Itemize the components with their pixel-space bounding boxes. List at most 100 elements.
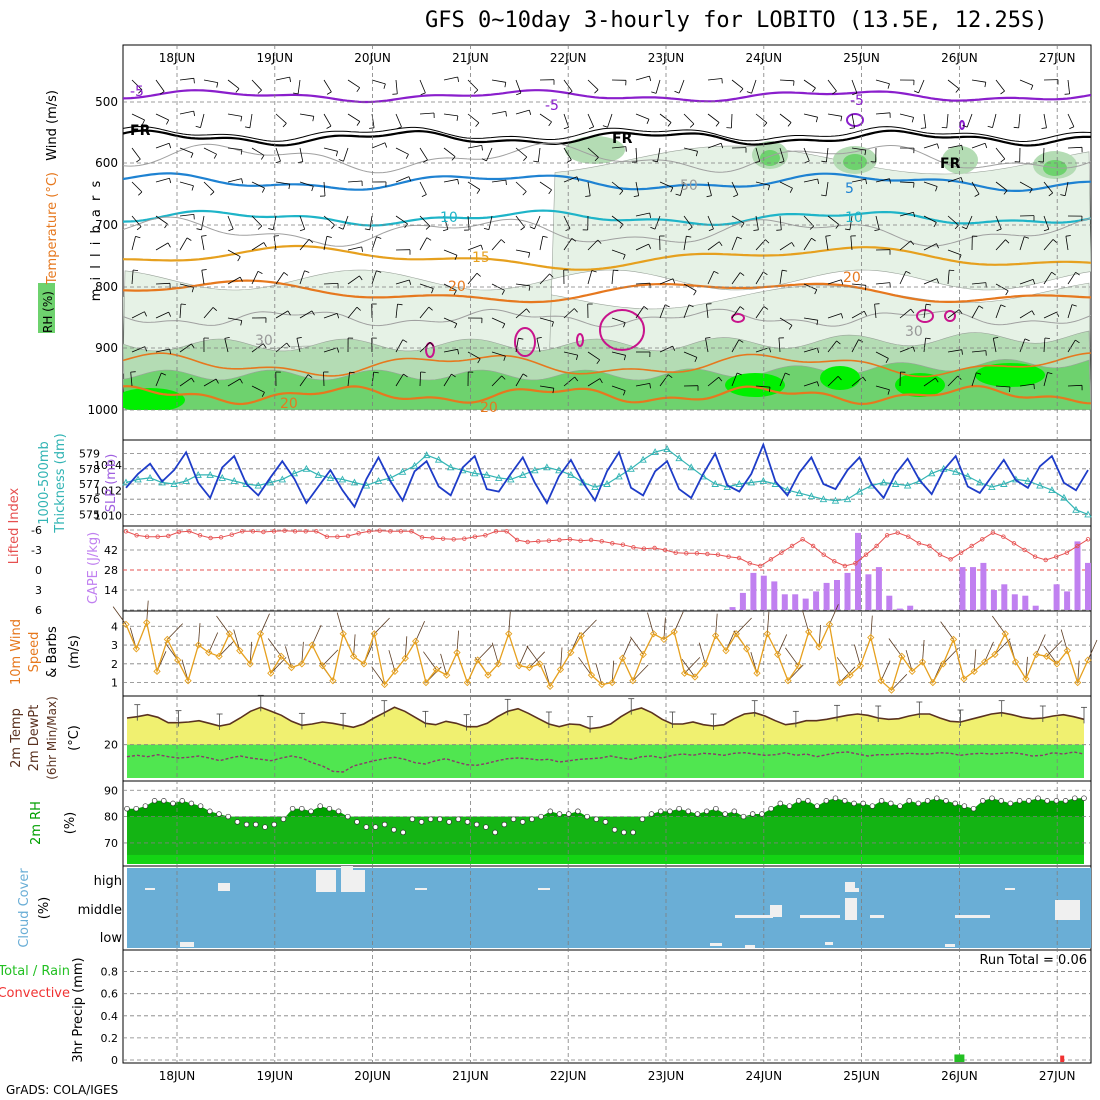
wind-barb <box>419 112 435 115</box>
wind10-speed-point <box>794 662 803 670</box>
wind-barb <box>923 278 938 285</box>
wind10-speed-point <box>846 671 854 679</box>
wind-barb <box>827 279 842 285</box>
ytick-cloud-low: low <box>100 931 123 946</box>
wind-barb <box>131 181 143 193</box>
wind10-speed-point <box>567 648 575 657</box>
rh2m-axis-label-1: 2m RH <box>29 801 44 845</box>
wind-barb-flag <box>619 190 624 195</box>
lifted-index-point <box>134 533 139 538</box>
wind-barb-flag <box>529 109 532 116</box>
rh2m-point <box>952 800 958 807</box>
wind-barb-flag <box>643 306 649 310</box>
cape-axis-label: CAPE (J/kg) <box>86 532 101 604</box>
thickness-point <box>531 466 539 474</box>
wind-barb-flag <box>536 337 542 339</box>
thickness-axis-label-1: 1000-500mb <box>37 441 52 525</box>
wind-barb-flag <box>935 377 939 383</box>
thickness-point <box>843 495 852 503</box>
wind10-barb <box>1087 639 1098 661</box>
lifted-index-point <box>388 529 393 534</box>
wind-barb-flag <box>476 272 481 277</box>
wind-barb <box>347 113 361 122</box>
wind-barb <box>611 317 626 323</box>
cape-bar <box>844 572 851 610</box>
wind-barb-flag <box>383 83 386 89</box>
wind-barb <box>755 385 771 388</box>
thickness-point <box>555 466 563 474</box>
convective-legend-label: Convective <box>0 986 70 1001</box>
lifted-index-point <box>567 537 573 542</box>
wind-barb <box>659 304 666 319</box>
wind-barb-flag <box>782 269 788 272</box>
wind-barb-flag <box>910 240 915 246</box>
wind10-barb <box>888 638 903 657</box>
wind-barb-flag <box>623 355 626 361</box>
lifted-index-point <box>440 536 446 541</box>
contour-label: -5 <box>850 93 864 109</box>
wind-barb <box>155 242 169 251</box>
rh2m-point <box>409 816 416 822</box>
wind-barb <box>611 215 624 225</box>
wind-barb <box>683 351 698 358</box>
wind-barb-flag <box>954 224 959 230</box>
cape-bar <box>875 567 882 610</box>
wind-barb-flag <box>297 161 303 163</box>
wind-barb-flag <box>862 376 867 382</box>
wind10-barb <box>684 657 701 674</box>
wind-barb-flag <box>576 354 579 361</box>
wind-barb <box>827 376 839 387</box>
ytick-wind-2: 2 <box>111 658 118 671</box>
cloud-cover-block <box>825 942 833 945</box>
wind-barb <box>155 311 169 319</box>
pressure-axis-label: m i l l i b a r s <box>89 179 104 302</box>
cape-bar <box>792 594 799 610</box>
wind-barb-flag <box>403 373 408 378</box>
convective-bar <box>1060 1055 1065 1062</box>
wind-barb-flag <box>282 123 287 128</box>
wind-barb-flag <box>138 89 143 94</box>
wind-barb <box>443 348 458 353</box>
wind-barb <box>155 215 168 225</box>
wind10-speed-point <box>722 647 730 655</box>
xtick-top-26JUN: 26JUN <box>941 51 978 65</box>
cloud-background <box>127 868 1091 948</box>
wind-barb-flag <box>633 195 639 197</box>
wind-barb <box>655 79 661 94</box>
wind10-speed-point <box>867 633 875 642</box>
wind10-speed-point <box>132 645 140 653</box>
wind-barb-flag <box>840 279 844 285</box>
ytick-wind-3: 3 <box>111 639 118 652</box>
wind-barb <box>371 142 386 149</box>
temp-axis-label-2: 2m DewPt <box>27 705 42 772</box>
wind10-barb <box>663 617 666 640</box>
thickness-point <box>831 496 840 504</box>
wind10-speed-point <box>329 677 337 685</box>
rh2m-point <box>777 800 784 807</box>
wind10-speed-point <box>805 628 813 636</box>
rh2m-point <box>133 805 139 812</box>
wind-barb <box>179 181 194 187</box>
rh2m-point <box>473 821 480 828</box>
rh2m-point <box>593 816 600 822</box>
wind-barb <box>992 338 997 353</box>
rh2m-point <box>934 795 940 801</box>
wind-barb <box>515 181 527 192</box>
ytick-slp-1014: 1014 <box>94 459 122 472</box>
slp-line <box>125 442 1089 509</box>
wind-barb-flag <box>693 290 697 296</box>
wind-barb <box>251 215 263 227</box>
wind-barb-flag <box>476 189 481 194</box>
xtick-bottom-25JUN: 25JUN <box>843 1069 880 1083</box>
wind-barb <box>419 306 430 319</box>
wind-barb-flag <box>670 187 674 193</box>
wind-barb-flag <box>816 320 819 326</box>
xtick-top-18JUN: 18JUN <box>159 51 196 65</box>
wind-barb <box>491 283 505 291</box>
wind-barb <box>1043 372 1048 387</box>
wind-barb <box>803 215 814 227</box>
wind-barb-flag <box>648 243 652 249</box>
wind-barb-flag <box>239 276 243 282</box>
wind-barb-flag <box>422 159 428 163</box>
wind-barb <box>1043 311 1057 319</box>
